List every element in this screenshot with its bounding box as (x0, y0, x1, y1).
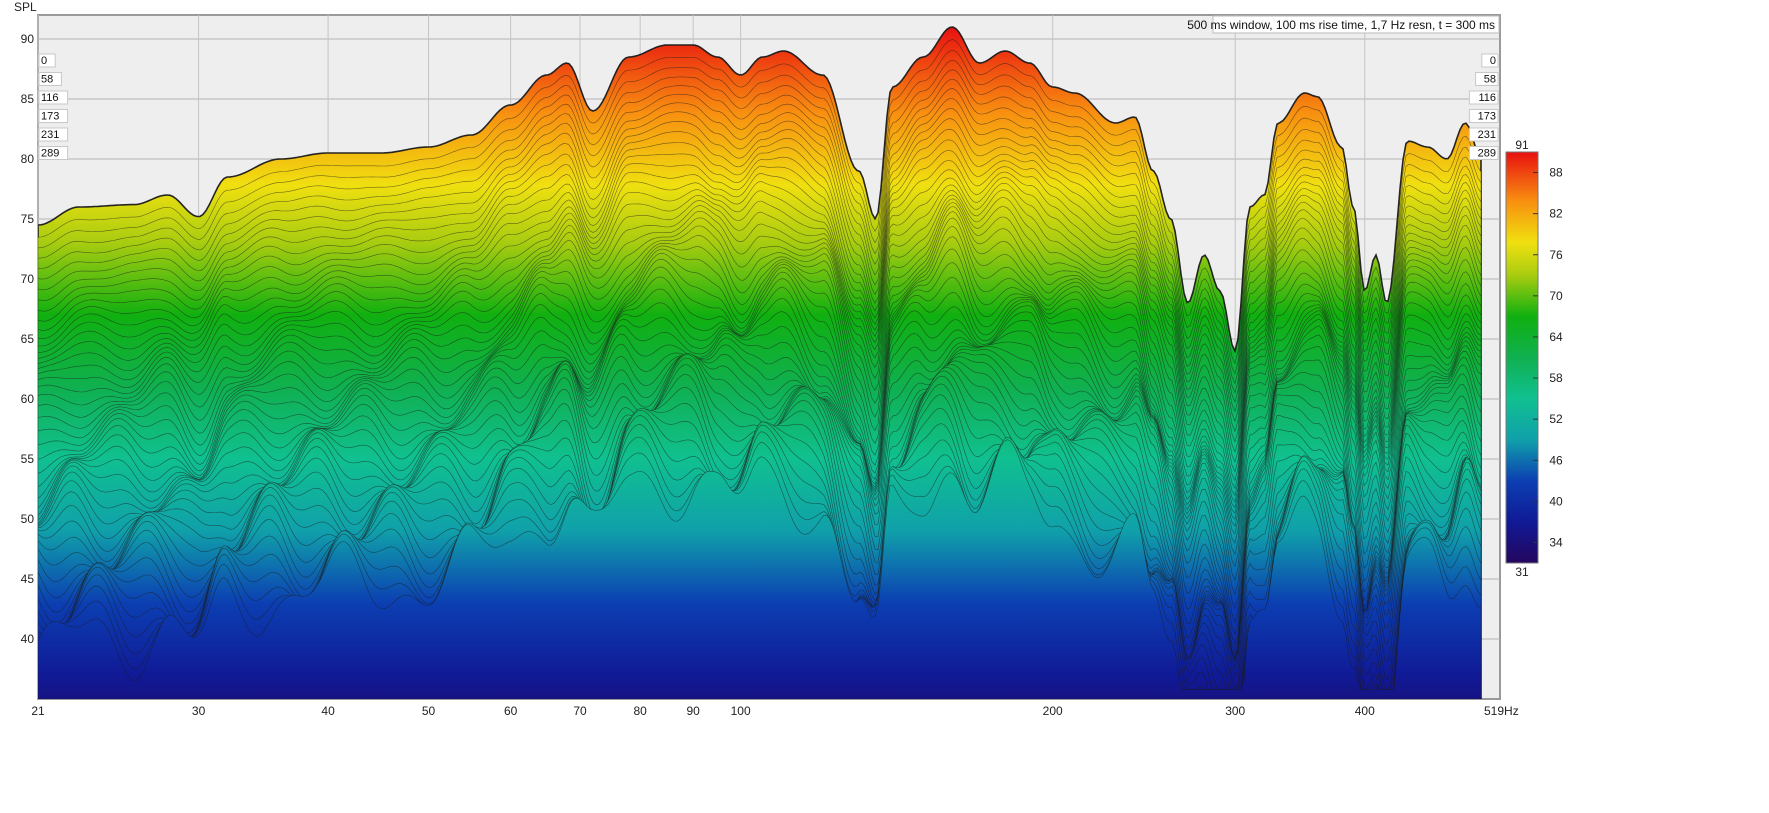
annotation-text: 500 ms window, 100 ms rise time, 1,7 Hz … (1187, 18, 1495, 32)
colorbar-min-label: 31 (1515, 565, 1529, 579)
x-axis: 21 30 40 50 60 70 80 90 100 200 300 400 519Hz (31, 704, 1518, 718)
slice-tag-left: 58 (41, 74, 53, 86)
slice-tag-right-box (1481, 53, 1499, 68)
y-axis-title: SPL (14, 0, 37, 14)
slice-tag-right-box (1468, 146, 1499, 160)
colorbar-tick-label: 76 (1549, 248, 1563, 262)
y-tick-label: 75 (21, 212, 35, 226)
y-axis: 40 45 50 55 60 65 70 75 80 85 90 SPL (14, 0, 37, 646)
colorbar-tick-label: 64 (1549, 330, 1563, 344)
y-tick-label: 55 (21, 452, 35, 466)
slice-tag-left-box (38, 53, 56, 68)
slice-tag-left: 0 (41, 55, 47, 67)
y-tick-label: 85 (21, 92, 35, 106)
x-tick-label: 80 (633, 704, 647, 718)
y-tick-label: 45 (21, 572, 35, 586)
annotation-box (1212, 15, 1500, 34)
slice-tag-right: 58 (1484, 74, 1496, 86)
waterfall-slices (38, 26, 1482, 699)
colorbar-tick-label: 88 (1549, 166, 1563, 180)
x-tick-label: 90 (687, 704, 701, 718)
slice-tag-right-box (1468, 127, 1499, 142)
x-tick-label: 300 (1225, 704, 1245, 718)
slice-tag-left: 116 (41, 92, 59, 104)
x-tick-label: 21 (31, 704, 45, 718)
slice-tag-left-box (38, 146, 69, 160)
y-tick-label: 40 (21, 632, 35, 646)
y-tick-label: 60 (21, 392, 35, 406)
y-tick-label: 50 (21, 512, 35, 526)
slice-tag-left-box (38, 109, 69, 123)
slice-tag-right: 289 (1478, 148, 1496, 160)
colorbar-max-label: 91 (1515, 138, 1529, 152)
slice-tag-right: 173 (1478, 111, 1496, 123)
x-tick-label: 200 (1043, 704, 1063, 718)
colorbar-tick-label: 58 (1549, 371, 1563, 385)
x-tick-label: 40 (321, 704, 335, 718)
slice-tag-right: 116 (1478, 92, 1496, 104)
info-annotation: 500 ms window, 100 ms rise time, 1,7 Hz … (1187, 15, 1500, 34)
slice-tag-left-box (38, 90, 69, 105)
y-tick-label: 90 (21, 32, 35, 46)
x-tick-label: 60 (504, 704, 518, 718)
slice-tag-left: 231 (41, 129, 59, 141)
x-tick-label: 50 (422, 704, 436, 718)
slice-tag-right-box (1468, 109, 1499, 123)
colorbar-tick-label: 82 (1549, 207, 1563, 221)
x-tick-label: 100 (731, 704, 751, 718)
slice-tag-left: 173 (41, 111, 59, 123)
slice-tag-right: 231 (1478, 129, 1496, 141)
colorbar-tick-label: 70 (1549, 289, 1563, 303)
slice-tag-right-box (1475, 72, 1499, 86)
colorbar-tick-label: 52 (1549, 412, 1563, 426)
y-tick-label: 65 (21, 332, 35, 346)
colorbar-tick-label: 34 (1549, 535, 1563, 549)
slice-tag-right-box (1468, 90, 1499, 105)
slice-51 (38, 439, 1482, 699)
x-tick-label-end: 519Hz (1484, 704, 1519, 718)
slice-tag-right: 0 (1490, 55, 1496, 67)
colorbar-scale (1505, 151, 1539, 564)
y-tick-label: 80 (21, 152, 35, 166)
colorbar: 34 40 46 52 58 64 70 76 82 88 91 31 (1505, 138, 1563, 579)
x-tick-label: 400 (1355, 704, 1375, 718)
colorbar-tick-label: 40 (1549, 494, 1563, 508)
slice-tag-left: 289 (41, 148, 59, 160)
slice-tag-left-box (38, 127, 69, 142)
colorbar-tick-label: 46 (1549, 453, 1563, 467)
slice-time-labels: 0 0 58 58 116 116 173 173 231 231 289 289 (38, 53, 1499, 160)
y-tick-label: 70 (21, 272, 35, 286)
x-tick-label: 70 (573, 704, 587, 718)
x-tick-label: 30 (192, 704, 206, 718)
slice-tag-left-box (38, 72, 62, 86)
